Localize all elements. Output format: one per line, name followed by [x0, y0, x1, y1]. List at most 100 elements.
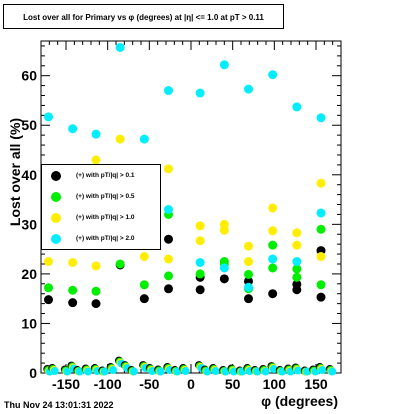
data-point-series-3: [292, 102, 302, 112]
data-point-series-2: [164, 254, 173, 264]
data-point-series-1: [115, 259, 125, 269]
data-point-series-2: [195, 236, 205, 246]
data-point-series-2: [139, 252, 149, 262]
data-point-series-2: [164, 164, 173, 174]
data-point-series-3: [316, 113, 326, 123]
data-points: [44, 42, 326, 309]
legend-marker: [51, 213, 61, 223]
data-point-baseline: [129, 367, 138, 376]
x-tick-label: 0: [187, 376, 195, 392]
data-point-series-1: [316, 280, 326, 290]
data-point-series-1: [292, 264, 302, 274]
timestamp: Thu Nov 24 13:01:31 2022: [4, 400, 114, 410]
data-point-series-3: [244, 282, 253, 292]
x-tick-label: 50: [225, 376, 241, 392]
legend-item-pt05: (+) with pT/|q| > 0.5: [42, 187, 160, 207]
near-zero-points: [43, 356, 337, 376]
plot-axes: [40, 40, 342, 374]
data-point-series-2: [44, 257, 53, 267]
data-point-baseline: [203, 367, 212, 376]
data-point-series-3: [68, 124, 78, 134]
data-point-series-1: [68, 285, 78, 295]
x-axis-label: φ (degrees): [261, 393, 338, 409]
data-point-baseline: [278, 367, 287, 376]
data-point-baseline: [75, 367, 84, 376]
legend-label: (+) with pT/|q| > 2.0: [76, 235, 135, 242]
data-point-series-0: [44, 295, 53, 305]
data-point-series-0: [316, 292, 326, 302]
x-tick-label: -100: [94, 376, 122, 392]
data-point-series-1: [268, 240, 278, 250]
y-axis-label: Lost over all (%): [7, 118, 23, 226]
data-point-series-3: [195, 88, 205, 98]
data-point-baseline: [229, 367, 238, 376]
data-point-series-0: [164, 284, 173, 294]
data-point-series-2: [292, 228, 302, 238]
data-point-series-3: [164, 204, 173, 214]
data-point-series-0: [268, 289, 278, 299]
legend-label: (+) with pT/|q| > 0.1: [76, 172, 135, 179]
data-point-series-0: [195, 285, 205, 295]
data-point-series-2: [268, 226, 278, 236]
data-point-series-3: [44, 112, 53, 122]
data-point-series-1: [292, 272, 302, 282]
chart-title: Lost over all for Primary vs φ (degrees)…: [3, 4, 284, 29]
data-point-baseline: [63, 367, 72, 376]
data-point-series-0: [91, 299, 101, 309]
data-point-series-2: [244, 241, 253, 251]
data-point-series-1: [44, 283, 53, 293]
legend-label: (+) with pT/|q| > 0.5: [76, 193, 135, 200]
data-point-series-2: [244, 257, 253, 267]
data-point-series-1: [164, 271, 173, 281]
x-tick-label: 150: [304, 376, 328, 392]
data-point-series-1: [139, 280, 149, 290]
legend-marker: [51, 192, 61, 202]
x-tick-label: -150: [52, 376, 80, 392]
data-point-series-2: [115, 134, 125, 144]
data-point-series-3: [268, 70, 278, 80]
data-point-baseline: [181, 367, 190, 376]
data-point-baseline: [261, 367, 270, 376]
y-tick-label: 0: [29, 365, 37, 381]
data-point-series-1: [195, 269, 205, 279]
legend-marker: [51, 234, 61, 244]
data-point-series-3: [219, 60, 229, 70]
data-point-series-0: [244, 294, 253, 304]
y-tick-label: 20: [21, 266, 37, 282]
y-tick-label: 60: [21, 68, 37, 84]
data-point-series-0: [219, 274, 229, 284]
data-point-series-3: [91, 129, 101, 139]
data-point-baseline: [328, 367, 337, 376]
data-point-series-1: [316, 224, 326, 234]
data-point-baseline: [269, 365, 278, 374]
data-point-series-0: [139, 294, 149, 304]
data-point-series-2: [68, 257, 78, 267]
data-point-series-0: [292, 285, 302, 295]
y-axis-ticks: 0 10 20 30 40 50 60: [21, 68, 37, 381]
data-point-series-2: [91, 261, 101, 271]
data-point-series-3: [139, 134, 149, 144]
legend-marker: [51, 171, 61, 181]
data-point-baseline: [109, 366, 118, 375]
data-point-baseline: [294, 366, 303, 375]
data-point-series-2: [195, 221, 205, 231]
y-tick-label: 30: [21, 216, 37, 232]
data-point-series-0: [164, 234, 173, 244]
legend-label: (+) with pT/|q| > 1.0: [76, 214, 135, 221]
data-point-series-3: [164, 86, 173, 96]
data-point-series-2: [316, 252, 326, 262]
data-point-series-3: [268, 254, 278, 264]
data-point-series-2: [292, 240, 302, 250]
data-point-baseline: [221, 367, 230, 376]
legend-item-pt20: (+) with pT/|q| > 2.0: [42, 229, 160, 249]
legend: (+) with pT/|q| > 0.1 (+) with pT/|q| > …: [41, 164, 161, 250]
data-point-series-1: [91, 286, 101, 296]
x-tick-label: -50: [139, 376, 159, 392]
data-point-baseline: [156, 367, 165, 376]
data-point-series-2: [268, 203, 278, 213]
data-point-baseline: [84, 367, 93, 376]
y-tick-label: 40: [21, 167, 37, 183]
data-point-baseline: [100, 367, 109, 376]
legend-item-pt01: (+) with pT/|q| > 0.1: [42, 166, 160, 186]
